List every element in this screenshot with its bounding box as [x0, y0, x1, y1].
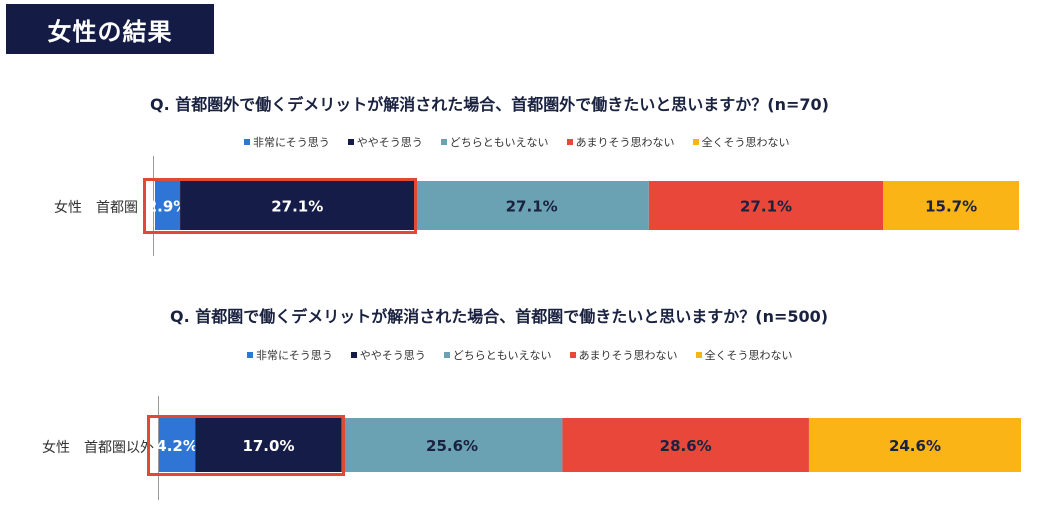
legend-swatch: [695, 352, 702, 358]
legend-swatch: [443, 352, 450, 358]
legend-item: 非常にそう思う: [244, 134, 330, 150]
bar-value-label: 17.0%: [242, 437, 294, 455]
chart-1-highlight-frame: [143, 178, 418, 234]
legend-label: ややそう思う: [356, 136, 423, 149]
legend-label: 全くそう思わない: [701, 136, 790, 149]
bar-value-label: 28.6%: [660, 437, 712, 455]
legend-label: 非常にそう思う: [253, 136, 330, 149]
bar-segment-4: [648, 181, 884, 230]
legend-swatch: [440, 139, 447, 145]
legend-item: あまりそう思わない: [569, 347, 678, 363]
legend-label: あまりそう思わない: [575, 136, 675, 149]
bar-value-label: 27.1%: [271, 198, 323, 216]
legend-label: どちらともいえない: [449, 136, 549, 149]
legend-item: あまりそう思わない: [566, 134, 675, 150]
legend-label: ややそう思う: [359, 349, 426, 362]
chart-2-highlight-frame: [147, 415, 345, 476]
bar-segment-5: [883, 181, 1019, 230]
chart-2-row-label: 女性 首都圏以外: [42, 440, 154, 456]
legend-label: どちらともいえない: [452, 349, 552, 362]
chart-1-title: Q. 首都圏外で働くデメリットが解消された場合、首都圏外で働きたいと思いますか？…: [150, 95, 829, 114]
legend-item: ややそう思う: [350, 347, 426, 363]
legend-label: 非常にそう思う: [256, 349, 333, 362]
legend-label: 全くそう思わない: [704, 349, 793, 362]
legend-swatch: [566, 139, 573, 145]
bar-segment-1: [155, 181, 181, 230]
bar-value-label: 4.2%: [156, 437, 198, 455]
legend-swatch: [692, 139, 699, 145]
bar-value-label: 15.7%: [925, 198, 977, 216]
chart-2-legend: 非常にそう思う ややそう思う どちらともいえない あまりそう思わない 全くそう思…: [247, 347, 811, 363]
bar-value-label: 25.6%: [426, 437, 478, 455]
bar-segment-5: [808, 418, 1021, 472]
legend-swatch: [247, 352, 253, 358]
bar-value-label: 27.1%: [740, 198, 792, 216]
bar-segment-2: [195, 418, 342, 472]
chart-2-axis-line: [158, 396, 159, 500]
legend-swatch: [347, 139, 354, 145]
section-header-title: 女性の結果: [47, 17, 173, 46]
chart-1-row-label: 女性 首都圏: [54, 200, 138, 216]
bar-segment-4: [562, 418, 809, 472]
legend-label: あまりそう思わない: [578, 349, 678, 362]
legend-item: ややそう思う: [347, 134, 423, 150]
legend-swatch: [244, 139, 250, 145]
legend-swatch: [350, 352, 357, 358]
chart-2-title: Q. 首都圏で働くデメリットが解消された場合、首都圏で働きたいと思いますか？(n…: [170, 307, 829, 326]
bar-value-label: 2.9%: [147, 198, 189, 216]
legend-item: 非常にそう思う: [247, 347, 333, 363]
bar-value-label: 24.6%: [889, 437, 941, 455]
legend-swatch: [569, 352, 576, 358]
legend-item: 全くそう思わない: [695, 347, 793, 363]
chart-1-legend: 非常にそう思う ややそう思う どちらともいえない あまりそう思わない 全くそう思…: [244, 134, 808, 150]
legend-item: どちらともいえない: [443, 347, 552, 363]
section-header: 女性の結果: [6, 4, 214, 54]
bar-segment-1: [159, 418, 196, 472]
bar-value-label: 27.1%: [506, 198, 558, 216]
chart-1-axis-line: [153, 156, 154, 256]
bar-segment-3: [341, 418, 563, 472]
legend-item: どちらともいえない: [440, 134, 549, 150]
bar-segment-2: [180, 181, 415, 230]
legend-item: 全くそう思わない: [692, 134, 790, 150]
bar-segment-3: [414, 181, 649, 230]
